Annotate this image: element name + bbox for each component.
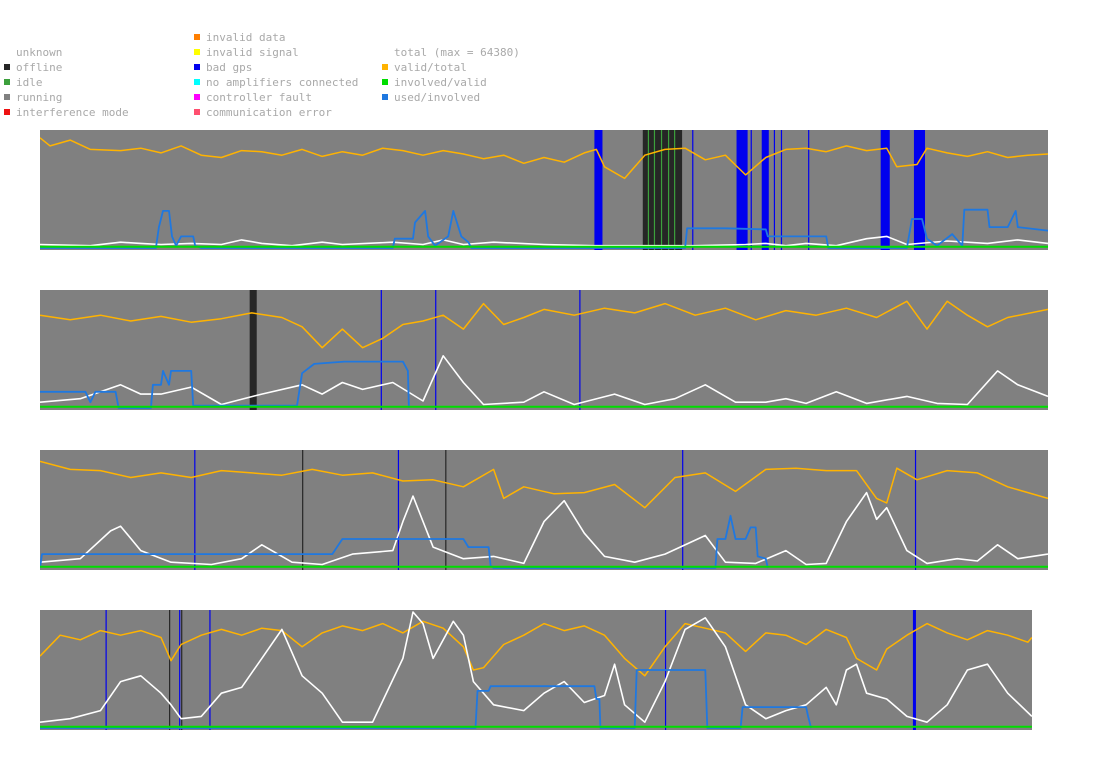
status-line-bad-gps bbox=[914, 450, 917, 570]
series-used-involved bbox=[40, 514, 769, 569]
panel-background bbox=[40, 130, 1048, 250]
legend-swatch bbox=[194, 109, 200, 115]
status-line-offline bbox=[302, 450, 304, 570]
legend-item: invalid signal bbox=[194, 47, 299, 58]
status-band-bad-gps bbox=[761, 130, 769, 250]
status-line-offline bbox=[181, 610, 183, 730]
panel-background bbox=[40, 610, 1032, 730]
series-valid-total bbox=[40, 620, 1032, 677]
status-band-bad-gps bbox=[594, 130, 603, 250]
legend-swatch bbox=[4, 79, 10, 85]
series-used-involved bbox=[40, 208, 1048, 249]
legend-label: valid/total bbox=[394, 61, 467, 74]
series-valid-total bbox=[40, 460, 1048, 509]
series-total bbox=[40, 611, 1032, 723]
series-used-involved bbox=[40, 669, 812, 729]
status-band-bad-gps bbox=[736, 130, 748, 250]
legend-swatch bbox=[194, 34, 200, 40]
legend-label: no amplifiers connected bbox=[206, 76, 359, 89]
status-line-bad-gps bbox=[380, 290, 382, 410]
status-line-idle bbox=[674, 130, 676, 250]
status-line-bad-gps bbox=[773, 130, 776, 250]
legend-swatch bbox=[382, 64, 388, 70]
chart-panel-4 bbox=[40, 610, 1032, 730]
status-band-offline bbox=[249, 290, 257, 410]
legend-item: used/involved bbox=[382, 92, 480, 103]
status-line-offline bbox=[169, 610, 171, 730]
legend-item: involved/valid bbox=[382, 77, 487, 88]
legend-label: invalid data bbox=[206, 31, 286, 44]
status-line-bad-gps bbox=[435, 290, 437, 410]
series-total bbox=[40, 355, 1048, 406]
status-line-bad-gps bbox=[692, 130, 694, 250]
status-band-bad-gps bbox=[880, 130, 890, 250]
legend-swatch bbox=[4, 109, 10, 115]
status-line-bad-gps bbox=[579, 290, 581, 410]
series-valid-total bbox=[40, 300, 1048, 349]
legend-swatch bbox=[4, 64, 10, 70]
legend-item: running bbox=[4, 92, 62, 103]
chart-panel-3 bbox=[40, 450, 1048, 570]
legend-label: communication error bbox=[206, 106, 332, 119]
series-used-involved bbox=[40, 360, 410, 409]
legend-swatch bbox=[194, 49, 200, 55]
legend-item: unknown bbox=[4, 47, 62, 58]
legend-swatch bbox=[4, 94, 10, 100]
legend-item: idle bbox=[4, 77, 43, 88]
legend-label: running bbox=[16, 91, 63, 104]
legend-swatch bbox=[194, 64, 200, 70]
status-line-idle bbox=[653, 130, 656, 250]
status-line-bad-gps bbox=[682, 450, 684, 570]
status-line-offline bbox=[445, 450, 447, 570]
legend-label: used/involved bbox=[394, 91, 481, 104]
status-line-idle bbox=[647, 130, 650, 250]
legend-item: controller fault bbox=[194, 92, 312, 103]
status-line-bad-gps bbox=[105, 610, 107, 730]
legend-item: offline bbox=[4, 62, 62, 73]
panel-background bbox=[40, 450, 1048, 570]
status-line-bad-gps bbox=[179, 610, 181, 730]
status-line-idle bbox=[660, 130, 663, 250]
legend-swatch bbox=[194, 94, 200, 100]
legend-label: involved/valid bbox=[394, 76, 487, 89]
legend-swatch bbox=[382, 49, 388, 55]
status-band-bad-gps bbox=[912, 610, 916, 730]
legend-item: interference mode bbox=[4, 107, 129, 118]
legend-item: invalid data bbox=[194, 32, 285, 43]
legend-label: offline bbox=[16, 61, 63, 74]
chart-panel-1 bbox=[40, 130, 1048, 250]
legend-swatch bbox=[382, 79, 388, 85]
legend-label: total (max = 64380) bbox=[394, 46, 520, 59]
status-line-idle bbox=[667, 130, 670, 250]
status-line-bad-gps bbox=[808, 130, 810, 250]
status-line-bad-gps bbox=[397, 450, 400, 570]
status-band-bad-gps bbox=[913, 130, 926, 250]
status-line-bad-gps bbox=[194, 450, 196, 570]
legend-item: total (max = 64380) bbox=[382, 47, 520, 58]
legend-item: bad gps bbox=[194, 62, 252, 73]
legend-label: controller fault bbox=[206, 91, 312, 104]
legend-label: invalid signal bbox=[206, 46, 299, 59]
legend-swatch bbox=[194, 79, 200, 85]
legend-label: interference mode bbox=[16, 106, 129, 119]
status-line-bad-gps bbox=[780, 130, 783, 250]
legend-item: valid/total bbox=[382, 62, 467, 73]
legend-swatch bbox=[4, 49, 10, 55]
chart-panel-2 bbox=[40, 290, 1048, 410]
legend-item: communication error bbox=[194, 107, 332, 118]
legend-item: no amplifiers connected bbox=[194, 77, 358, 88]
legend-label: idle bbox=[16, 76, 43, 89]
status-line-bad-gps bbox=[750, 130, 752, 250]
legend-label: unknown bbox=[16, 46, 63, 59]
legend-swatch bbox=[382, 94, 388, 100]
series-total bbox=[40, 235, 1048, 247]
legend-label: bad gps bbox=[206, 61, 253, 74]
series-valid-total bbox=[40, 137, 1048, 180]
series-total bbox=[40, 491, 1048, 566]
status-line-bad-gps bbox=[209, 610, 211, 730]
